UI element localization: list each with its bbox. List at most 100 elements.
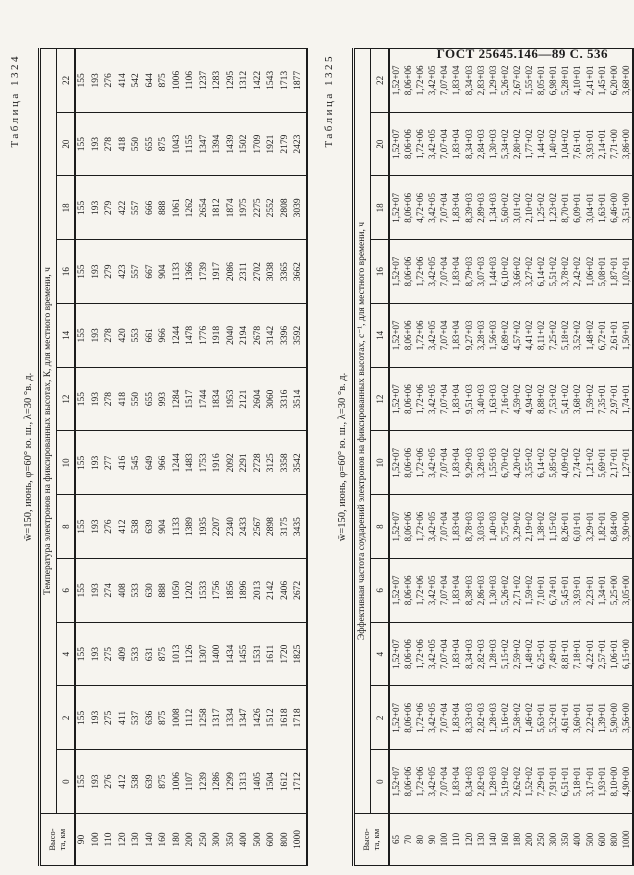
value-cell: 1,44+02 bbox=[535, 112, 548, 176]
value-cell: 193 bbox=[89, 558, 103, 623]
value-cell: 8,78+03 bbox=[462, 494, 475, 559]
value-cell: 2,74+02 bbox=[571, 431, 584, 495]
value-cell: 418 bbox=[116, 112, 130, 176]
value-cell: 1,40+02 bbox=[547, 112, 560, 176]
value-cell: 414 bbox=[116, 48, 130, 113]
value-cell: 3,42+05 bbox=[426, 494, 439, 559]
value-cell: 278 bbox=[103, 112, 117, 176]
value-cell: 2433 bbox=[238, 494, 252, 559]
value-cell: 2,14+01 bbox=[595, 112, 608, 176]
value-cell: 1,59+02 bbox=[583, 367, 596, 431]
value-cell: 1313 bbox=[238, 749, 252, 814]
value-cell: 1,72+06 bbox=[414, 494, 427, 559]
value-cell: 904 bbox=[157, 239, 171, 304]
value-cell: 6,01+01 bbox=[571, 494, 584, 559]
value-cell: 1,52+07 bbox=[389, 239, 403, 304]
table-row: 160 5,19+02 5,16+02 5,15+02 5,26+02 5,75+02 6,… bbox=[498, 48, 511, 866]
value-cell: 1,40+03 bbox=[486, 494, 499, 559]
value-cell: 7,07+04 bbox=[438, 112, 451, 176]
value-cell: 418 bbox=[116, 367, 130, 431]
value-cell: 8,34+03 bbox=[462, 749, 475, 814]
value-cell: 193 bbox=[89, 749, 103, 814]
value-cell: 2,83+03 bbox=[474, 48, 487, 113]
value-cell: 3,42+05 bbox=[426, 112, 439, 176]
value-cell: 7,25+02 bbox=[547, 303, 560, 368]
value-cell: 155 bbox=[75, 303, 90, 368]
value-cell: 2672 bbox=[292, 558, 307, 623]
value-cell: 2,97+01 bbox=[607, 367, 620, 431]
value-cell: 3039 bbox=[292, 176, 307, 240]
value-cell: 1,83+04 bbox=[450, 558, 463, 623]
value-cell: 7,71+00 bbox=[607, 112, 620, 176]
value-cell: 3,55+02 bbox=[523, 431, 536, 495]
value-cell: 6,14+02 bbox=[535, 431, 548, 495]
value-cell: 1720 bbox=[278, 622, 292, 686]
value-cell: 412 bbox=[116, 494, 130, 559]
value-cell: 193 bbox=[89, 367, 103, 431]
value-cell: 1050 bbox=[170, 558, 184, 623]
value-cell: 5,85+02 bbox=[547, 431, 560, 495]
value-cell: 1439 bbox=[224, 112, 238, 176]
value-cell: 3542 bbox=[292, 431, 307, 495]
value-cell: 1,52+07 bbox=[389, 48, 403, 113]
value-cell: 3,42+05 bbox=[426, 239, 439, 304]
height-cell: 65 bbox=[389, 813, 403, 866]
value-cell: 5,26+02 bbox=[498, 558, 511, 623]
value-cell: 1244 bbox=[170, 431, 184, 495]
value-cell: 1312 bbox=[238, 48, 252, 113]
table-row: 600 1,93+01 1,39+01 2,57+01 1,34+01 1,82+01 5,… bbox=[595, 48, 608, 866]
value-cell: 1,93+01 bbox=[595, 749, 608, 814]
table-row: 70 8,06+06 8,06+06 8,06+06 8,06+06 8,06+06 8,0… bbox=[402, 48, 415, 866]
value-cell: 1,83+04 bbox=[450, 367, 463, 431]
value-cell: 1,27+01 bbox=[619, 431, 633, 495]
table-row: 180 1006 1008 1013 1050 1133 1244 1284 1244 1133 1… bbox=[170, 48, 184, 866]
value-cell: 3060 bbox=[265, 367, 279, 431]
value-cell: 888 bbox=[157, 558, 171, 623]
value-cell: 5,08+01 bbox=[595, 239, 608, 304]
value-cell: 1,39+01 bbox=[595, 686, 608, 750]
value-cell: 8,06+06 bbox=[402, 749, 415, 814]
value-cell: 1295 bbox=[224, 48, 238, 113]
value-cell: 966 bbox=[157, 431, 171, 495]
value-cell: 155 bbox=[75, 494, 90, 559]
value-cell: 3,93+01 bbox=[583, 112, 596, 176]
value-cell: 1,83+04 bbox=[450, 431, 463, 495]
table-row: 120 412 411 409 408 412 416 418 420 423 422 418 414 bbox=[116, 48, 130, 866]
height-column-header: Высо-та, км bbox=[39, 813, 75, 866]
value-cell: 411 bbox=[116, 686, 130, 750]
value-cell: 6,70+02 bbox=[498, 431, 511, 495]
value-cell: 3,42+05 bbox=[426, 431, 439, 495]
value-cell: 1,25+02 bbox=[535, 176, 548, 240]
value-cell: 3514 bbox=[292, 367, 307, 431]
value-cell: 3,40+03 bbox=[474, 367, 487, 431]
value-cell: 3,07+03 bbox=[474, 239, 487, 304]
value-cell: 7,18+01 bbox=[571, 622, 584, 686]
page-header: ГОСТ 25645.146—89 С. 536 bbox=[436, 46, 608, 61]
value-cell: 155 bbox=[75, 367, 90, 431]
value-cell: 1,44+03 bbox=[486, 239, 499, 304]
table-row: 140 1,28+03 1,28+03 1,28+03 1,30+03 1,40+03 1,… bbox=[486, 48, 499, 866]
value-cell: 1753 bbox=[197, 431, 211, 495]
value-cell: 2808 bbox=[278, 176, 292, 240]
value-cell: 2,57+01 bbox=[595, 622, 608, 686]
value-cell: 8,06+06 bbox=[402, 622, 415, 686]
value-cell: 7,07+04 bbox=[438, 176, 451, 240]
value-cell: 537 bbox=[130, 686, 144, 750]
value-cell: 1,34+01 bbox=[595, 558, 608, 623]
value-cell: 1244 bbox=[170, 303, 184, 368]
value-cell: 8,34+03 bbox=[462, 48, 475, 113]
value-cell: 4,22+01 bbox=[583, 622, 596, 686]
value-cell: 5,18+02 bbox=[559, 303, 572, 368]
value-cell: 3,29+02 bbox=[510, 494, 524, 559]
value-cell: 1,83+04 bbox=[450, 48, 463, 113]
value-cell: 1,52+07 bbox=[389, 494, 403, 559]
value-cell: 275 bbox=[103, 686, 117, 750]
value-cell: 3358 bbox=[278, 431, 292, 495]
value-cell: 6,51+01 bbox=[559, 749, 572, 814]
value-cell: 6,72+01 bbox=[595, 303, 608, 368]
value-cell: 1,83+04 bbox=[450, 176, 463, 240]
value-cell: 3,27+02 bbox=[523, 239, 536, 304]
value-cell: 3592 bbox=[292, 303, 307, 368]
value-cell: 279 bbox=[103, 239, 117, 304]
value-cell: 278 bbox=[103, 367, 117, 431]
